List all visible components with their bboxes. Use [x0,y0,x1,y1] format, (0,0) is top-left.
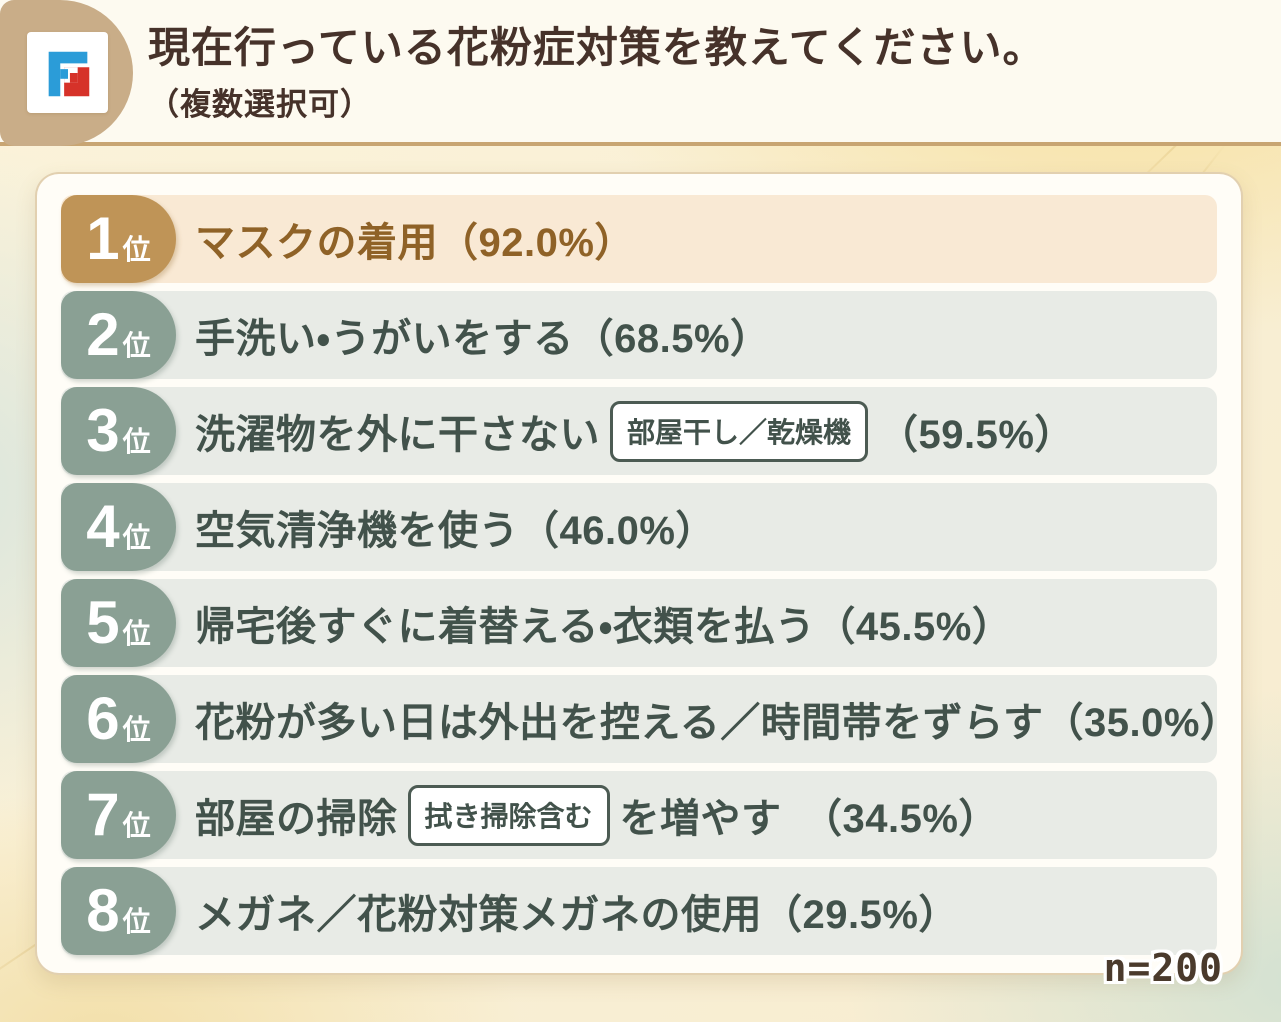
rank-number: 2 [86,301,120,368]
rank-number: 5 [86,589,120,656]
rank-suffix: 位 [122,330,151,361]
label-text: 空気清浄機を使う（46.0%） [195,509,716,553]
rank-number: 7 [86,781,120,848]
label-text: メガネ／花粉対策メガネの使用（29.5%） [195,893,959,937]
brand-logo [27,32,108,113]
row-label: メガネ／花粉対策メガネの使用（29.5%） [195,882,959,940]
row-label: 部屋の掃除 拭き掃除含む を増やす （34.5%） [195,784,999,846]
rank-suffix: 位 [122,234,151,265]
label-text: 手洗い・うがいをする（68.5%） [195,317,771,361]
label-text: 花粉が多い日は外出を控える／時間帯をずらす（35.0%） [195,701,1241,745]
rank-suffix: 位 [122,618,151,649]
rank-suffix: 位 [122,906,151,937]
rank-suffix: 位 [122,522,151,553]
header: 現在行っている花粉症対策を教えてください。 （複数選択可） [0,0,1281,146]
rank-suffix: 位 [122,714,151,745]
fg-brand-icon [48,51,89,96]
label-text: 帰宅後すぐに着替える・衣類を払う（45.5%） [195,605,1013,649]
rank-number: 4 [86,493,120,560]
rank-number: 6 [86,685,120,752]
row-label: 手洗い・うがいをする（68.5%） [195,306,771,364]
row-label: 花粉が多い日は外出を控える／時間帯をずらす（35.0%） [195,690,1240,748]
label-text: 洗濯物を外に干さない [195,413,600,457]
logo-container [0,0,133,146]
label-text: マスクの着用（92.0%） [195,221,635,265]
rank-number: 1 [86,205,120,272]
page-title: 現在行っている花粉症対策を教えてください。 [148,24,1046,71]
annotation-box: 部屋干し／乾燥機 [610,400,869,462]
label-text: 部屋の掃除 [195,797,398,841]
header-titles: 現在行っている花粉症対策を教えてください。 （複数選択可） [148,24,1046,124]
row-label: 帰宅後すぐに着替える・衣類を払う（45.5%） [195,594,1012,652]
row-label: 洗濯物を外に干さない 部屋干し／乾燥機 （59.5%） [195,400,1075,462]
rank-suffix: 位 [122,426,151,457]
label-text: （59.5%） [878,413,1075,457]
row-label: 空気清浄機を使う（46.0%） [195,498,716,556]
label-text: を増やす （34.5%） [619,797,999,841]
page-subtitle: （複数選択可） [148,87,372,123]
rank-number: 8 [86,877,120,944]
annotation-box: 拭き掃除含む [407,784,610,846]
rank-number: 3 [86,397,120,464]
row-label: マスクの着用（92.0%） [195,210,635,268]
rank-suffix: 位 [122,810,151,841]
sample-size: n=200 [1103,946,1223,990]
